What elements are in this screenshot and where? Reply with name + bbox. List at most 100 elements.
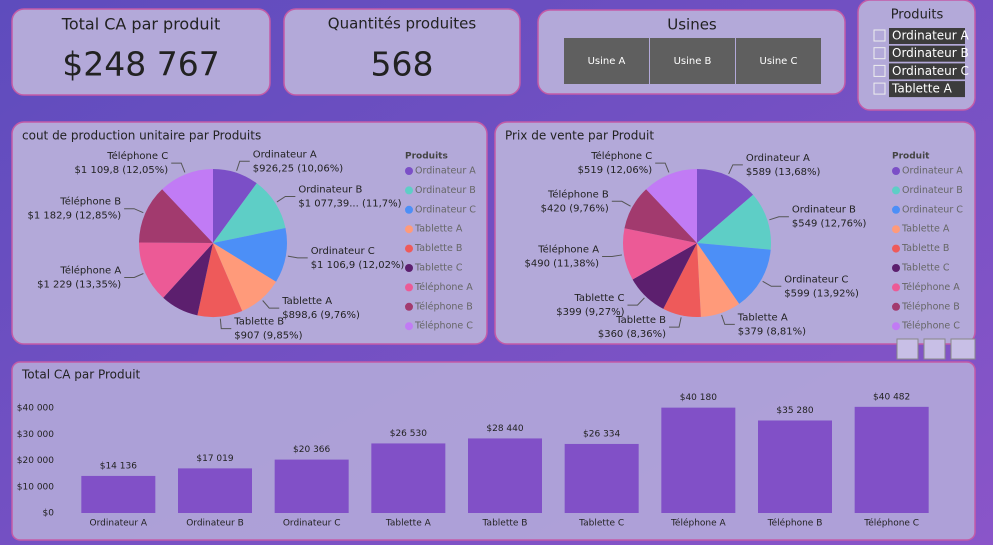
- data-label: $420 (9,76%): [541, 203, 609, 214]
- legend-title: Produit: [892, 152, 930, 162]
- bar[interactable]: [661, 407, 736, 513]
- leader-line: [124, 208, 144, 214]
- data-label: $379 (8,81%): [738, 326, 806, 337]
- data-label: $26 530: [390, 429, 427, 439]
- data-label-category: Tablette A: [737, 312, 788, 323]
- bar[interactable]: [178, 468, 252, 513]
- checkbox[interactable]: [873, 64, 886, 77]
- data-label: $907 (9,85%): [234, 331, 302, 342]
- legend-marker: [405, 283, 413, 292]
- legend-label[interactable]: Tablette B: [901, 243, 949, 254]
- card: [11, 8, 271, 96]
- legend-marker: [405, 186, 413, 195]
- bar[interactable]: [854, 406, 929, 513]
- legend-label[interactable]: Tablette C: [414, 263, 463, 274]
- legend-label[interactable]: Tablette A: [414, 224, 463, 235]
- pie-slice: [162, 169, 213, 243]
- y-tick-label: $10 000: [17, 482, 54, 492]
- data-label: $490 (11,38%): [525, 259, 600, 270]
- bar[interactable]: [564, 443, 639, 513]
- slicer-button[interactable]: [564, 38, 649, 84]
- bar[interactable]: [758, 420, 832, 513]
- slicer-button-label: Usine B: [674, 56, 712, 67]
- legend-label[interactable]: Tablette B: [414, 243, 462, 254]
- leader-line: [287, 255, 308, 259]
- card-value: 568: [371, 45, 434, 84]
- checkbox[interactable]: [873, 29, 886, 42]
- leader-line: [219, 318, 232, 330]
- legend-label[interactable]: Ordinateur A: [902, 166, 963, 177]
- data-label: $40 180: [680, 393, 717, 403]
- data-label: $360 (8,36%): [598, 329, 666, 340]
- legend-label[interactable]: Téléphone A: [414, 282, 473, 293]
- legend-label[interactable]: Ordinateur A: [415, 166, 476, 177]
- pie-slice: [646, 169, 697, 243]
- legend-marker: [892, 264, 900, 272]
- pie-slice: [213, 243, 277, 311]
- legend-label[interactable]: Téléphone B: [414, 301, 473, 312]
- data-label: $14 136: [100, 461, 137, 471]
- slicer-title: Usines: [667, 16, 717, 34]
- slicer-button[interactable]: [736, 38, 821, 84]
- option-bg: [889, 63, 965, 80]
- legend-label[interactable]: Téléphone C: [901, 321, 960, 332]
- legend-label[interactable]: Tablette A: [901, 224, 950, 235]
- option-label[interactable]: Ordinateur C: [892, 64, 969, 78]
- legend-label[interactable]: Téléphone C: [414, 321, 473, 332]
- option-bg: [889, 28, 965, 44]
- y-tick-label: $40 000: [17, 404, 54, 414]
- bar[interactable]: [468, 438, 542, 513]
- option-label[interactable]: Ordinateur B: [892, 46, 969, 60]
- pie-slice: [697, 243, 771, 304]
- option-label[interactable]: Ordinateur A: [892, 29, 970, 43]
- leader-line: [276, 196, 296, 203]
- legend-label[interactable]: Téléphone B: [901, 301, 960, 312]
- data-label: $17 019: [196, 454, 233, 464]
- chart-title: cout de production unitaire par Produits: [22, 129, 261, 143]
- data-label: $20 366: [293, 445, 330, 455]
- legend-marker: [405, 167, 413, 175]
- pie-slice: [632, 243, 697, 309]
- data-label-category: Téléphone B: [547, 188, 609, 200]
- slicer-button-label: Usine C: [760, 56, 798, 67]
- data-label: $40 482: [873, 392, 910, 402]
- checkbox[interactable]: [873, 47, 886, 60]
- leader-line: [236, 160, 250, 171]
- leader-line: [171, 162, 186, 173]
- data-label: $399 (9,27%): [556, 307, 624, 318]
- legend-marker: [892, 283, 900, 292]
- bar[interactable]: [274, 459, 349, 513]
- filter-icon[interactable]: [896, 338, 919, 360]
- legend-label[interactable]: Téléphone A: [901, 282, 960, 293]
- data-label: $35 280: [776, 406, 813, 416]
- legend-label[interactable]: Tablette C: [901, 263, 950, 274]
- x-tick-label: Tablette B: [482, 519, 528, 529]
- legend-marker: [405, 302, 413, 311]
- option-label[interactable]: Tablette A: [891, 82, 953, 96]
- data-label-category: Téléphone B: [59, 196, 121, 208]
- legend-marker: [892, 167, 900, 175]
- data-label-category: Ordinateur A: [253, 149, 317, 160]
- bar[interactable]: [81, 475, 156, 513]
- leader-line: [721, 314, 735, 325]
- more-icon[interactable]: [950, 338, 976, 360]
- card: [283, 8, 521, 96]
- bar[interactable]: [371, 443, 446, 513]
- checkbox[interactable]: [873, 82, 886, 95]
- legend-label[interactable]: Ordinateur C: [415, 204, 476, 215]
- leader-line: [627, 297, 645, 306]
- focus-icon[interactable]: [923, 338, 946, 360]
- leader-line: [762, 280, 782, 287]
- pie-slice: [697, 243, 740, 317]
- legend-title: Produits: [405, 152, 448, 162]
- legend-label[interactable]: Ordinateur B: [415, 185, 476, 196]
- option-bg: [889, 81, 965, 98]
- legend-label[interactable]: Ordinateur C: [902, 204, 963, 215]
- slicer-button[interactable]: [650, 38, 735, 84]
- legend-label[interactable]: Ordinateur B: [902, 185, 963, 196]
- legend-marker: [405, 322, 413, 331]
- leader-line: [611, 200, 631, 207]
- x-tick-label: Ordinateur C: [283, 519, 341, 529]
- x-tick-label: Téléphone A: [670, 518, 727, 529]
